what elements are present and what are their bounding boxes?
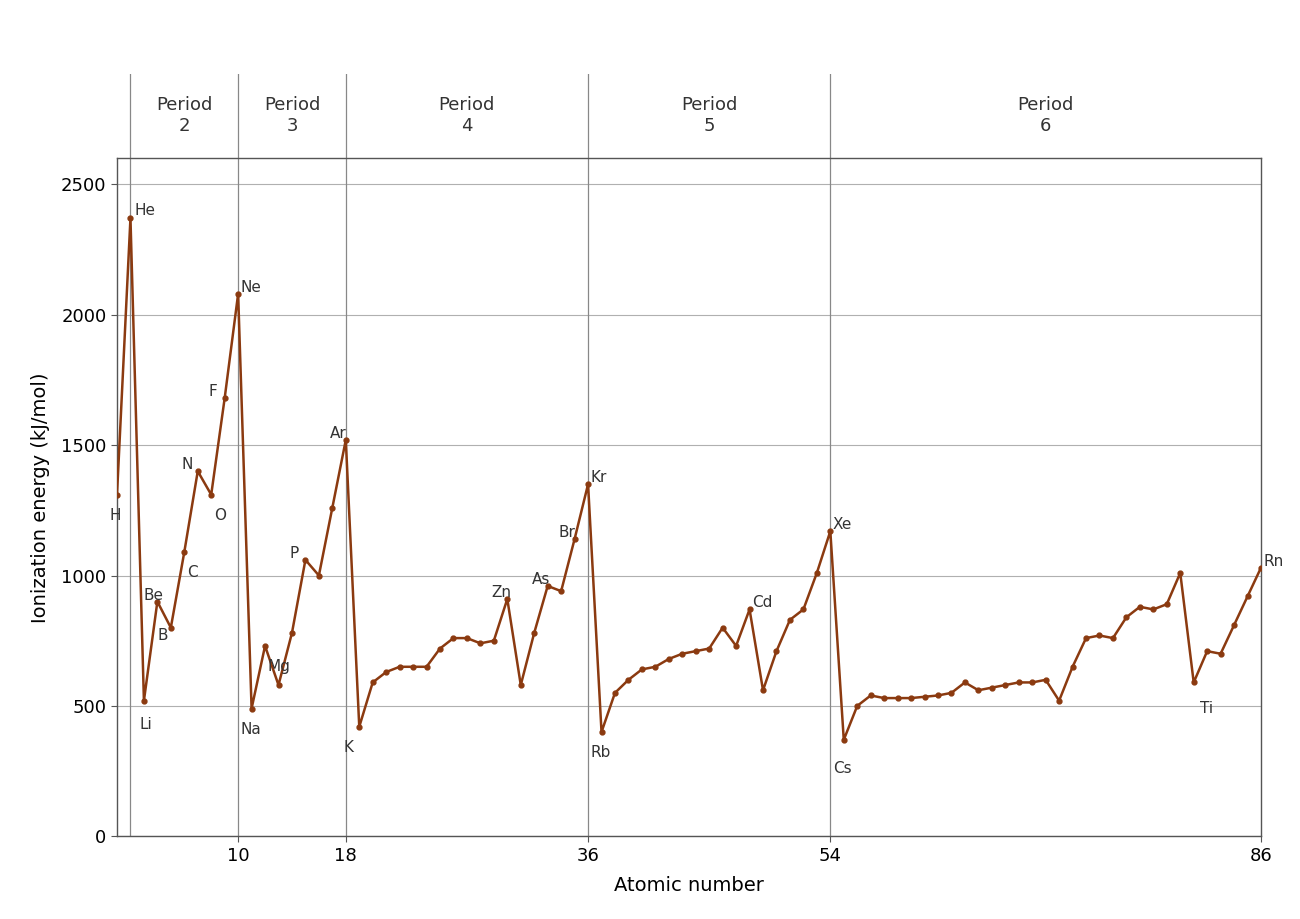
Text: Be: Be	[144, 587, 164, 603]
Text: He: He	[134, 203, 156, 218]
Text: N: N	[182, 457, 192, 472]
Text: F: F	[208, 384, 217, 399]
Text: C: C	[187, 565, 198, 581]
Text: Xe: Xe	[833, 517, 853, 532]
Text: Br: Br	[559, 525, 576, 540]
X-axis label: Atomic number: Atomic number	[614, 876, 764, 895]
Text: Kr: Kr	[590, 471, 607, 485]
Text: Mg: Mg	[268, 659, 291, 675]
Text: Cd: Cd	[753, 596, 772, 610]
Text: H: H	[109, 508, 121, 523]
Text: Na: Na	[240, 721, 261, 737]
Text: Period
3: Period 3	[264, 96, 320, 135]
Text: O: O	[214, 508, 226, 523]
Text: Ar: Ar	[330, 425, 346, 441]
Text: Period
4: Period 4	[438, 96, 495, 135]
Text: Cs: Cs	[833, 761, 852, 776]
Text: K: K	[343, 740, 354, 755]
Text: Period
2: Period 2	[156, 96, 212, 135]
Text: Ti: Ti	[1200, 701, 1214, 716]
Text: Zn: Zn	[491, 585, 511, 600]
Y-axis label: Ionization energy (kJ/mol): Ionization energy (kJ/mol)	[31, 372, 49, 622]
Text: Rb: Rb	[590, 745, 611, 760]
Text: P: P	[290, 546, 299, 561]
Text: Rn: Rn	[1264, 553, 1284, 569]
Text: Period
6: Period 6	[1018, 96, 1074, 135]
Text: Li: Li	[140, 717, 152, 732]
Text: B: B	[157, 628, 168, 643]
Text: Period
5: Period 5	[681, 96, 737, 135]
Text: Ne: Ne	[240, 280, 261, 295]
Text: As: As	[532, 572, 550, 587]
